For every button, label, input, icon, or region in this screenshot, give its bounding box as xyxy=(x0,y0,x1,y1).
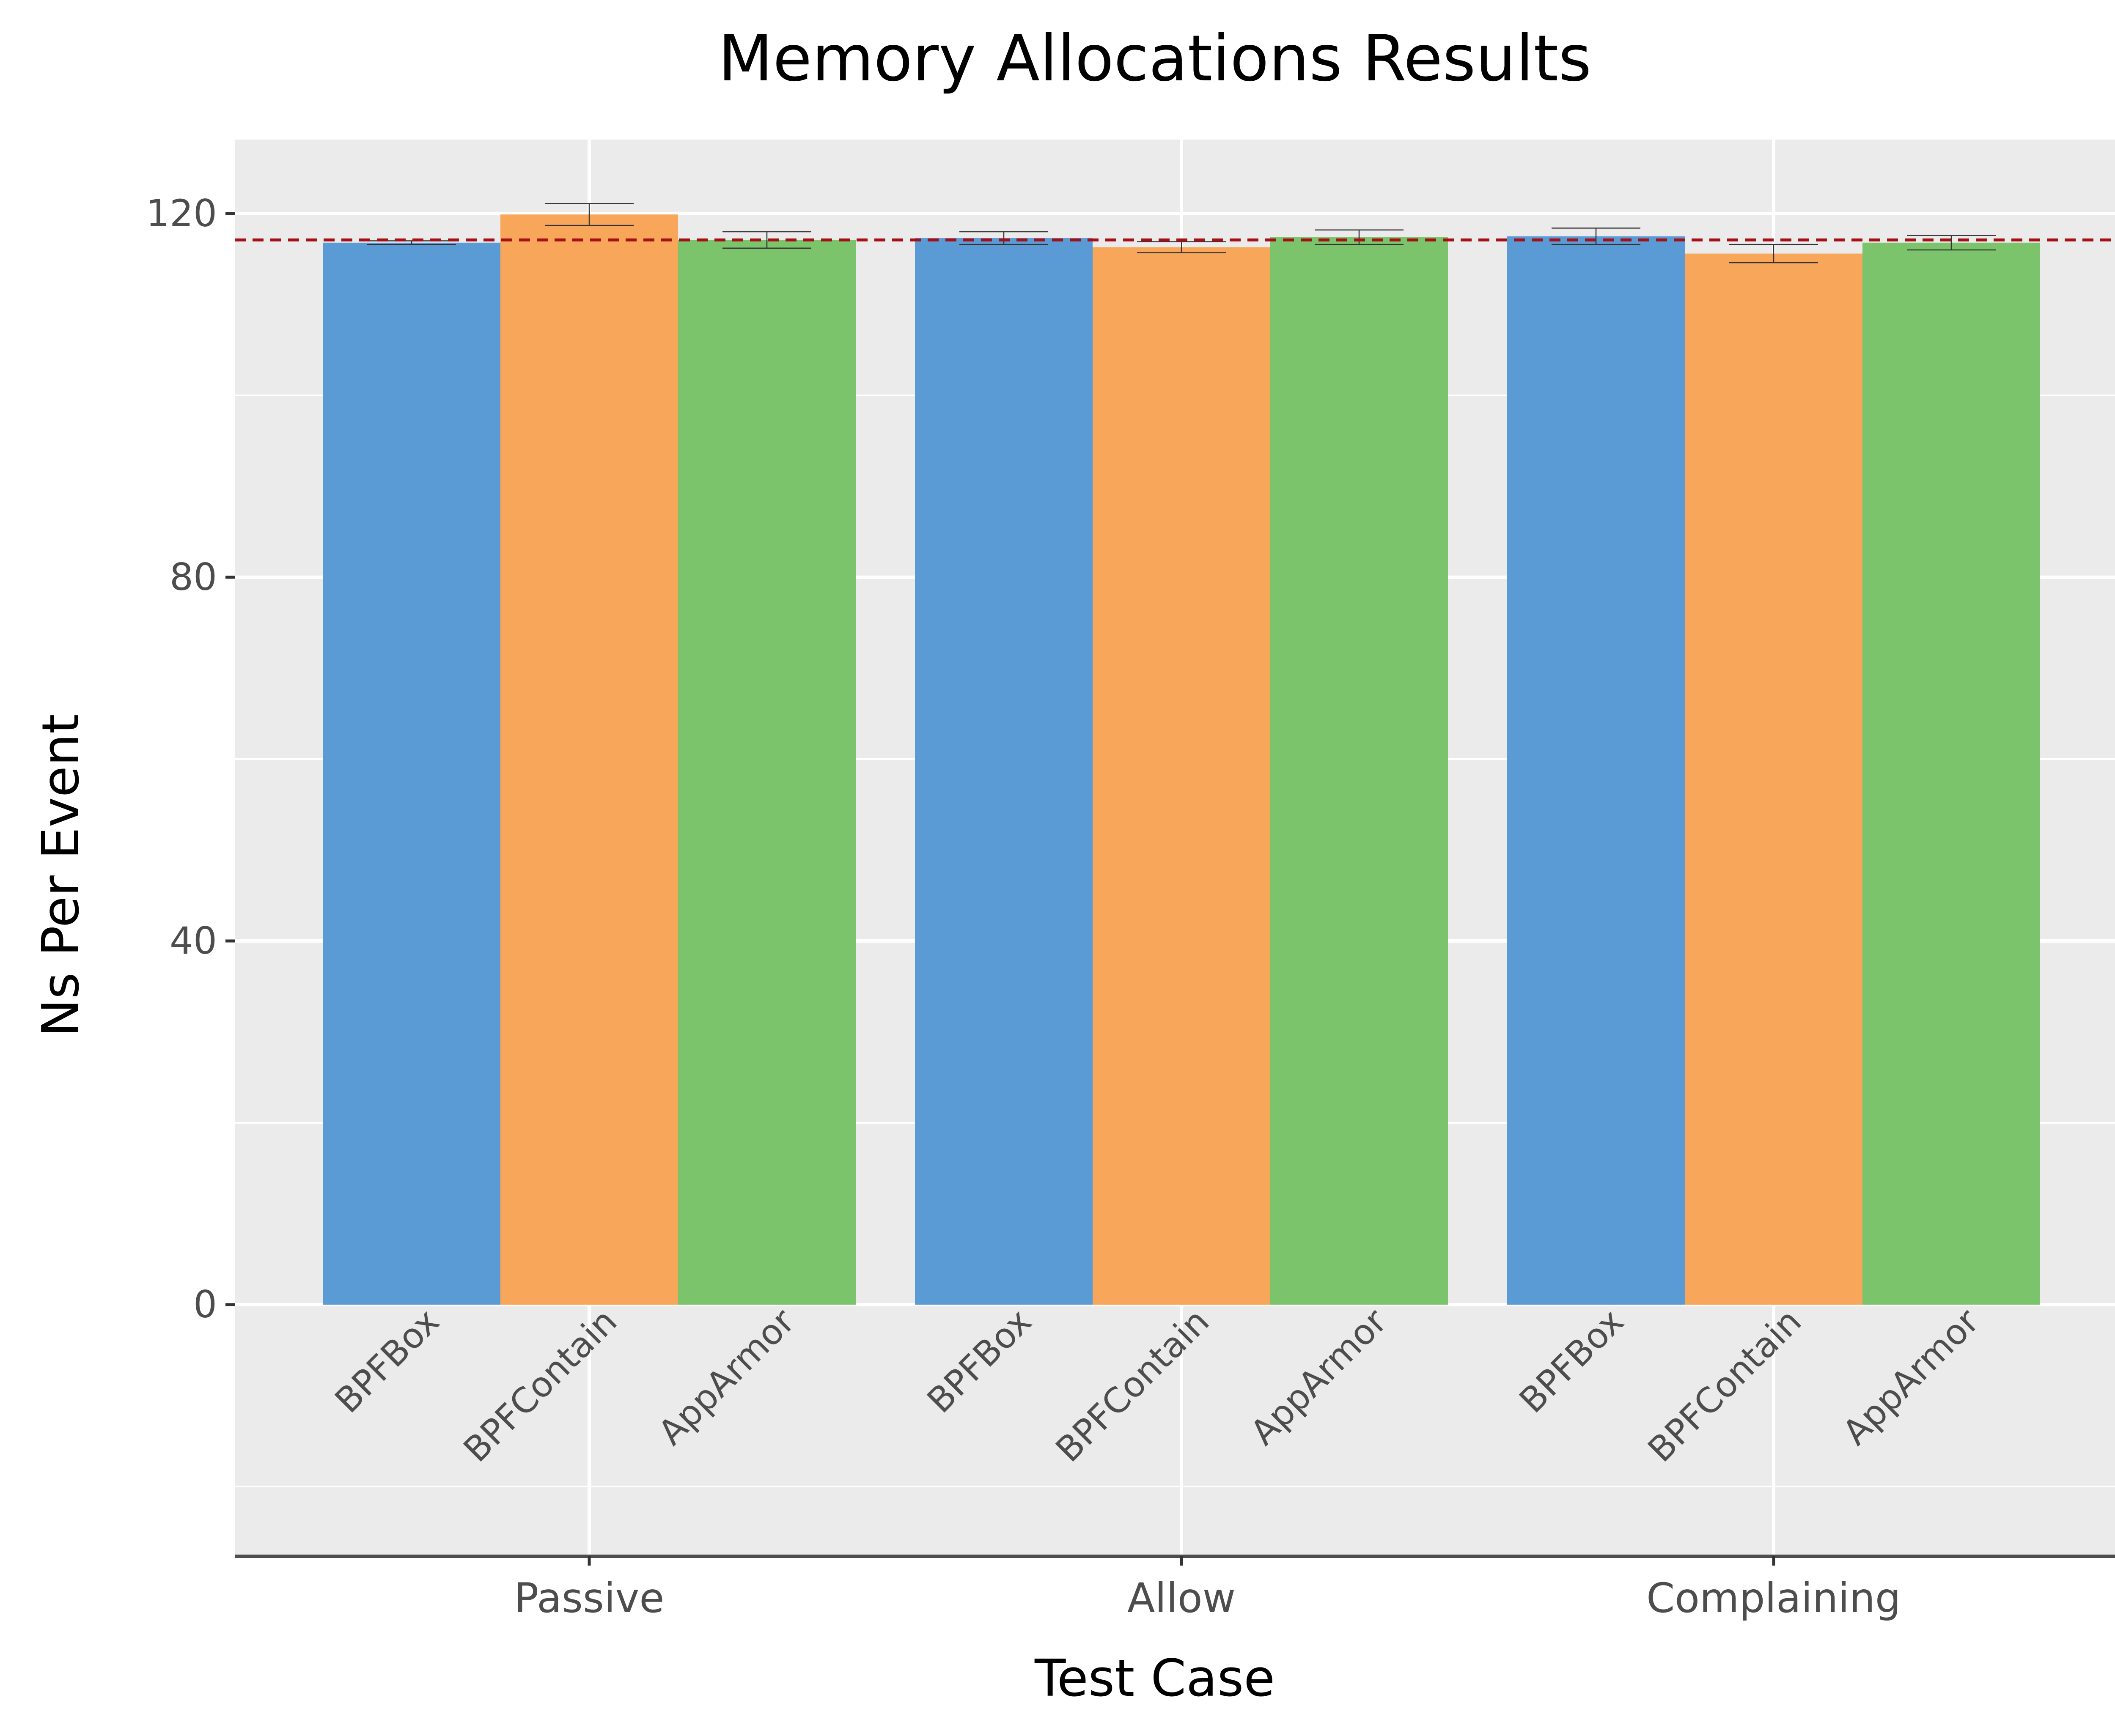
bar xyxy=(1507,236,1685,1305)
bar xyxy=(323,242,500,1305)
chart-title: Memory Allocations Results xyxy=(718,22,1592,96)
y-tick-label: 40 xyxy=(170,919,217,963)
y-tick-label: 80 xyxy=(170,555,217,599)
bar xyxy=(1093,247,1270,1305)
bar xyxy=(500,214,678,1305)
bar xyxy=(678,240,856,1305)
bar xyxy=(1685,253,1862,1305)
y-tick-label: 0 xyxy=(193,1283,217,1326)
x-tick-label: Allow xyxy=(1127,1574,1236,1622)
x-axis-title: Test Case xyxy=(1034,1649,1275,1708)
y-axis-title: Ns Per Event xyxy=(32,714,91,1037)
error-bars xyxy=(367,203,1996,263)
y-tick-label: 120 xyxy=(146,192,217,235)
x-tick-label: Passive xyxy=(514,1574,665,1622)
x-tick-label: Complaining xyxy=(1646,1574,1901,1622)
bar xyxy=(915,238,1093,1305)
bars xyxy=(323,214,2040,1305)
bar xyxy=(1862,242,2040,1305)
bar xyxy=(1270,237,1448,1305)
